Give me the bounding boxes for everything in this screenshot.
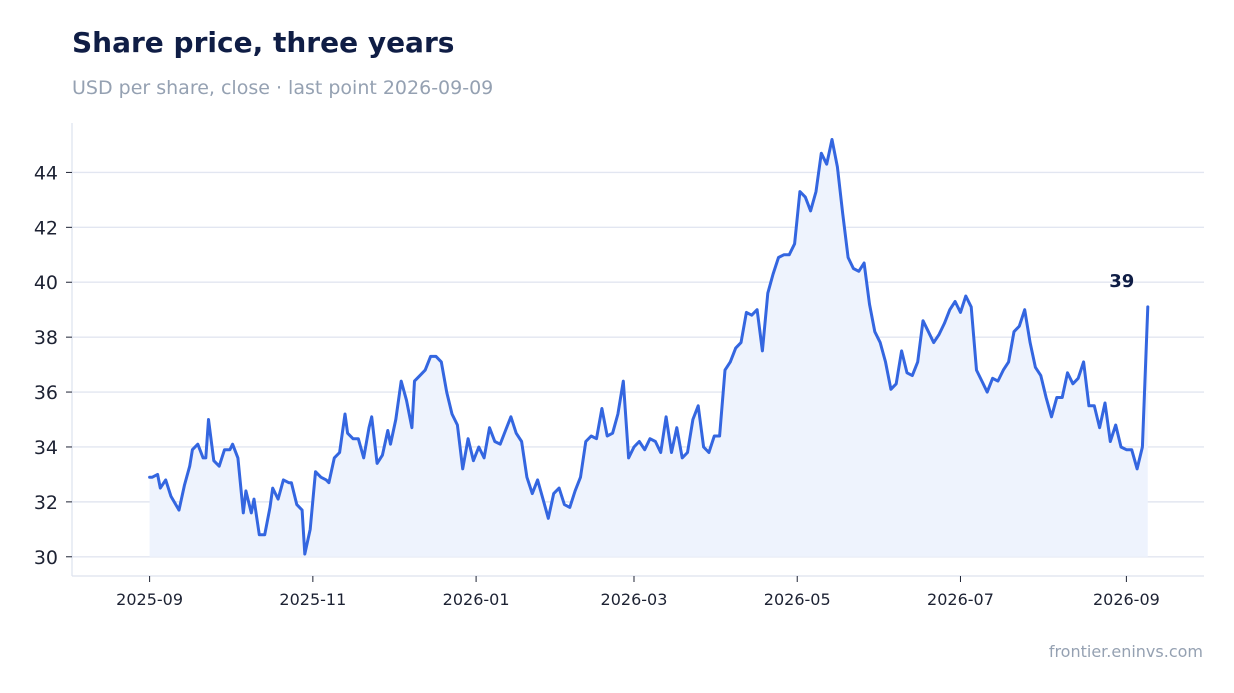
x-tick-label: 2026-03 bbox=[601, 590, 668, 609]
price-line bbox=[148, 138, 1150, 556]
x-tick-label: 2025-09 bbox=[116, 590, 183, 609]
y-tick-label: 42 bbox=[34, 217, 58, 239]
x-tick-label: 2026-05 bbox=[764, 590, 831, 609]
y-tick-label: 40 bbox=[34, 272, 58, 294]
x-tick-label: 2026-09 bbox=[1093, 590, 1160, 609]
y-tick-label: 30 bbox=[34, 547, 58, 569]
source-credit: frontier.eninvs.com bbox=[1048, 642, 1203, 661]
x-tick-label: 2026-07 bbox=[927, 590, 994, 609]
y-axis-ticks: 30 32 34 36 38 40 42 44 bbox=[34, 162, 72, 569]
chart-subtitle: USD per share, close · last point 2026-0… bbox=[72, 77, 494, 99]
x-axis-ticks: 2025-09 2025-11 2026-01 2026-03 2026-05 2026-… bbox=[116, 576, 1160, 609]
x-tick-label: 2026-01 bbox=[443, 590, 510, 609]
y-tick-label: 32 bbox=[34, 492, 58, 514]
y-tick-label: 36 bbox=[34, 382, 58, 404]
last-point-label: 39 bbox=[1109, 271, 1134, 292]
price-area bbox=[149, 139, 1148, 557]
y-tick-label: 34 bbox=[34, 437, 58, 459]
y-tick-label: 44 bbox=[34, 162, 58, 184]
axes bbox=[71, 123, 1204, 577]
x-tick-label: 2025-11 bbox=[279, 590, 346, 609]
chart-title: Share price, three years bbox=[72, 26, 455, 59]
y-tick-label: 38 bbox=[34, 327, 58, 349]
